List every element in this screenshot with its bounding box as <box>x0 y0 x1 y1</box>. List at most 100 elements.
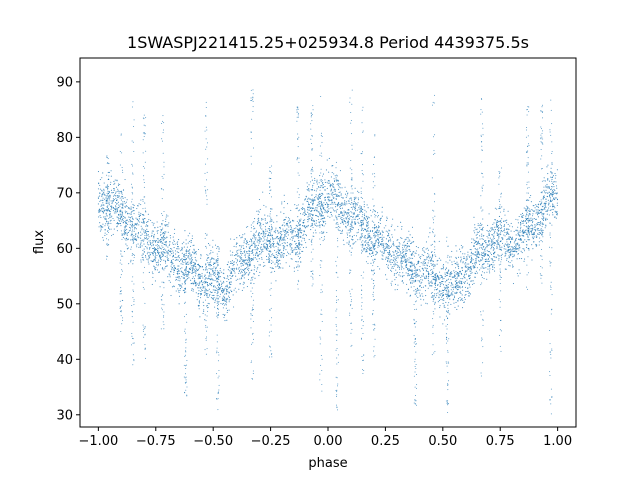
data-point <box>266 259 268 261</box>
data-point <box>284 242 286 244</box>
data-point <box>516 272 518 275</box>
data-point <box>316 205 318 207</box>
data-point <box>105 195 107 197</box>
data-point <box>266 222 268 225</box>
data-point <box>98 216 100 218</box>
data-point <box>189 249 191 251</box>
data-point <box>436 263 438 265</box>
data-point <box>385 249 387 251</box>
data-point <box>493 264 495 266</box>
data-point <box>555 175 557 177</box>
data-point <box>299 243 301 245</box>
data-point <box>319 220 321 223</box>
data-point <box>460 299 462 301</box>
data-point <box>203 309 205 311</box>
data-point <box>162 268 164 270</box>
data-point <box>512 248 514 250</box>
data-point <box>353 242 355 244</box>
data-point <box>264 247 266 249</box>
data-point <box>362 227 364 229</box>
data-point <box>134 223 136 225</box>
data-point <box>410 243 412 245</box>
data-point <box>381 254 383 256</box>
data-point <box>291 239 293 241</box>
data-point <box>535 245 537 247</box>
data-point <box>254 245 257 247</box>
data-point <box>319 200 321 203</box>
data-point <box>556 192 558 194</box>
data-point <box>247 255 249 257</box>
data-point <box>177 279 179 281</box>
data-point <box>104 216 106 218</box>
data-point <box>209 261 211 264</box>
data-point <box>309 215 311 217</box>
data-point <box>507 238 509 241</box>
data-point <box>538 212 540 214</box>
data-point <box>333 219 335 221</box>
data-point <box>515 244 517 246</box>
data-point <box>139 214 141 216</box>
data-point <box>165 240 167 242</box>
data-point <box>511 260 513 262</box>
data-point <box>204 280 206 282</box>
data-point <box>395 273 397 275</box>
data-point <box>295 224 297 226</box>
data-point <box>303 233 305 235</box>
data-point <box>487 260 489 262</box>
data-point <box>160 260 162 262</box>
data-point <box>104 218 106 221</box>
data-point <box>321 218 323 220</box>
data-point <box>283 234 286 236</box>
data-point <box>104 225 106 227</box>
data-point <box>143 239 145 241</box>
data-point <box>241 236 243 238</box>
data-point <box>433 279 435 281</box>
data-point <box>313 220 315 222</box>
data-point <box>396 271 398 274</box>
data-point <box>500 222 502 224</box>
data-point <box>253 240 255 243</box>
data-point <box>459 285 461 287</box>
data-point <box>148 254 150 257</box>
data-point <box>193 253 195 255</box>
data-point <box>288 226 290 228</box>
data-point <box>129 226 131 228</box>
data-point <box>230 238 232 240</box>
data-point <box>270 238 272 240</box>
data-point <box>450 289 452 291</box>
data-point <box>297 234 299 236</box>
data-point <box>164 224 166 226</box>
data-point <box>217 264 219 266</box>
data-point <box>191 235 193 237</box>
data-point <box>97 210 100 212</box>
data-point <box>387 246 389 248</box>
data-point <box>545 206 547 208</box>
data-point <box>226 309 229 312</box>
data-point <box>273 241 275 243</box>
data-point <box>307 218 309 221</box>
data-point <box>352 203 354 205</box>
data-point <box>236 268 238 270</box>
data-point <box>268 243 270 245</box>
data-point <box>230 271 232 273</box>
data-point <box>505 220 507 222</box>
data-point <box>367 207 369 209</box>
data-point <box>443 277 445 280</box>
data-point <box>151 222 153 224</box>
data-point <box>346 211 348 214</box>
data-point <box>240 277 243 279</box>
data-point <box>283 242 285 244</box>
data-point <box>293 270 295 272</box>
data-point <box>478 259 480 261</box>
data-point <box>404 252 407 255</box>
data-point <box>316 207 318 209</box>
data-point <box>275 238 277 240</box>
data-point <box>142 222 144 224</box>
data-point <box>532 218 534 220</box>
data-point <box>128 208 130 210</box>
data-point <box>217 281 219 283</box>
data-point <box>291 231 293 233</box>
data-point <box>330 211 332 214</box>
data-point <box>134 237 136 239</box>
data-point <box>523 241 525 244</box>
